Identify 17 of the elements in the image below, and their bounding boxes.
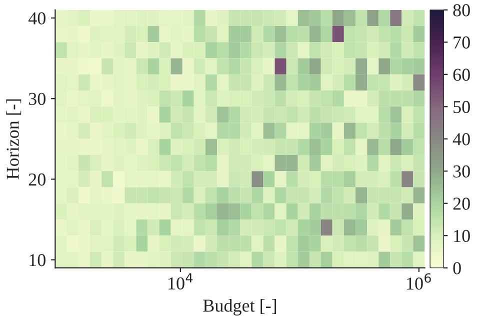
x-axis-title: Budget [-]	[203, 299, 276, 316]
y-tick-label: 10	[30, 254, 46, 266]
x-tick-label: 10$^{4}$	[168, 273, 193, 290]
color-bar-label: 30	[453, 165, 470, 178]
color-bar-label: 50	[454, 100, 470, 114]
y-tick-label: 30	[28, 92, 46, 106]
color-bar-label: 0	[453, 262, 461, 274]
x-tick-label: 10$^{6}$	[407, 273, 431, 290]
color-bar-label: 40	[452, 133, 470, 146]
color-bar-label: 10	[454, 230, 470, 242]
color-bar-label: 70	[454, 36, 470, 49]
color-bar-label: 80	[453, 4, 470, 16]
color-bar-label: 20	[453, 198, 470, 210]
color-bar-label: 60	[453, 68, 470, 81]
y-axis-title: Horizon [-]	[6, 99, 22, 180]
y-tick-label: 40	[28, 12, 46, 24]
y-tick-label: 20	[28, 173, 46, 186]
